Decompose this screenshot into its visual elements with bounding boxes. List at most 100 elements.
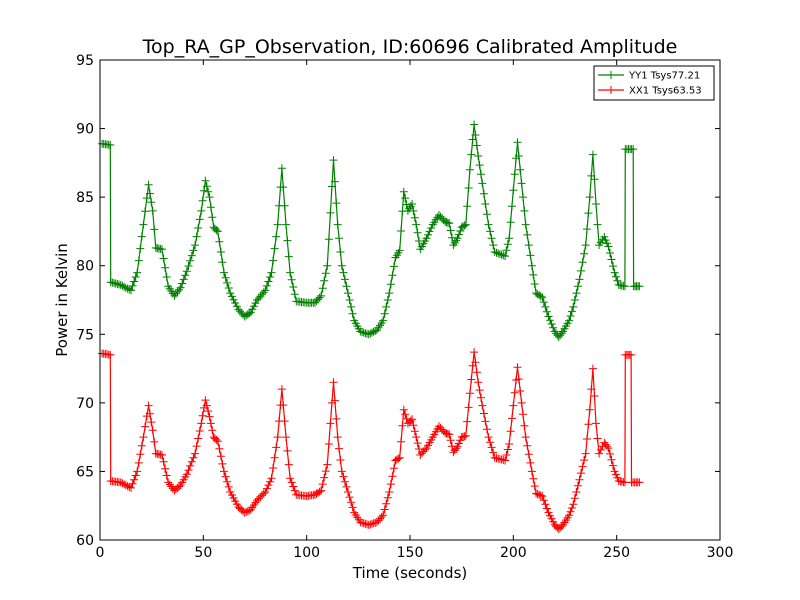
- data-point: [506, 218, 515, 227]
- data-point: [492, 248, 501, 257]
- data-point: [332, 199, 341, 208]
- data-point: [213, 227, 222, 236]
- data-point: [474, 152, 483, 160]
- data-point: [344, 289, 352, 298]
- data-point: [549, 323, 558, 332]
- data-point: [136, 244, 145, 253]
- data-point: [342, 282, 351, 291]
- data-point: [224, 284, 233, 292]
- data-point: [413, 439, 422, 448]
- data-point: [245, 309, 254, 318]
- data-point: [284, 252, 293, 261]
- data-point: [175, 285, 184, 294]
- data-point: [583, 435, 591, 443]
- data-point: [215, 237, 224, 246]
- data-point: [565, 316, 574, 325]
- data-point: [320, 473, 329, 482]
- data-point: [345, 296, 354, 304]
- data-point: [324, 440, 333, 448]
- data-point: [123, 482, 132, 491]
- data-point: [182, 470, 191, 479]
- data-point: [347, 498, 356, 507]
- data-point: [593, 220, 602, 229]
- data-point: [150, 225, 159, 234]
- data-point: [184, 466, 193, 475]
- data-point: [464, 403, 473, 412]
- data-point: [463, 417, 472, 426]
- data-point: [256, 492, 265, 501]
- data-point: [223, 477, 232, 486]
- data-point: [358, 518, 367, 527]
- data-point: [215, 444, 224, 453]
- data-point: [161, 263, 170, 272]
- data-point: [158, 245, 166, 254]
- y-axis-label: Power in Kelvin: [53, 243, 71, 357]
- data-point: [613, 276, 622, 285]
- data-point: [475, 386, 484, 395]
- data-point: [538, 492, 547, 501]
- data-point: [484, 433, 493, 442]
- data-point: [289, 283, 298, 291]
- data-point: [467, 375, 476, 384]
- data-point: [578, 462, 587, 471]
- data-point: [261, 488, 270, 496]
- data-point: [510, 388, 519, 397]
- data-point: [161, 464, 170, 473]
- data-point: [413, 228, 422, 237]
- data-point: [399, 405, 408, 414]
- data-point: [148, 426, 157, 435]
- data-point: [282, 220, 290, 229]
- data-point: [567, 504, 576, 512]
- data-point: [208, 213, 217, 222]
- data-point: [106, 141, 115, 149]
- data-point: [175, 482, 184, 491]
- data-point: [572, 488, 581, 496]
- data-point: [514, 375, 523, 384]
- data-point: [516, 165, 525, 174]
- data-point: [422, 234, 431, 243]
- data-point: [520, 206, 529, 215]
- x-tick-label: 50: [194, 545, 212, 561]
- data-point: [542, 504, 551, 513]
- data-point: [609, 461, 617, 470]
- data-point: [590, 392, 599, 400]
- data-point: [371, 327, 380, 335]
- data-point: [218, 258, 227, 267]
- data-point: [147, 198, 156, 207]
- data-point: [254, 294, 263, 303]
- data-point: [134, 256, 143, 265]
- data-point: [510, 170, 519, 179]
- data-point: [120, 480, 129, 489]
- y-tick-label: 85: [76, 190, 94, 206]
- data-point: [397, 227, 405, 235]
- data-point: [390, 262, 398, 271]
- data-point: [315, 487, 324, 496]
- data-point: [212, 226, 221, 235]
- data-point: [509, 186, 518, 195]
- data-point: [408, 415, 417, 424]
- data-point: [329, 378, 338, 387]
- data-point: [330, 177, 339, 186]
- data-point: [587, 385, 596, 394]
- data-point: [189, 246, 198, 255]
- data-point: [279, 183, 288, 192]
- data-point: [474, 378, 483, 387]
- data-point: [148, 206, 157, 215]
- data-point: [192, 442, 201, 451]
- data-point: [212, 435, 221, 444]
- data-point: [223, 278, 232, 287]
- data-point: [585, 193, 594, 202]
- data-point: [572, 289, 581, 298]
- data-point: [502, 246, 511, 255]
- data-point: [364, 330, 373, 339]
- data-point: [136, 450, 145, 459]
- data-point: [340, 477, 349, 486]
- data-point: [208, 426, 217, 435]
- data-point: [290, 290, 299, 299]
- data-point: [502, 451, 511, 459]
- data-point: [484, 220, 493, 229]
- data-point: [478, 179, 487, 188]
- y-tick-label: 60: [76, 533, 94, 549]
- data-point: [577, 266, 585, 275]
